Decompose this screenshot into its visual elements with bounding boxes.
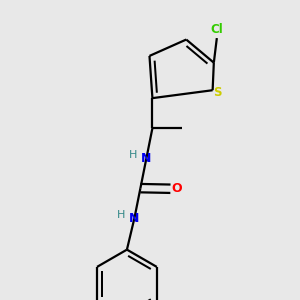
Text: S: S: [213, 86, 221, 99]
Text: H: H: [117, 209, 125, 220]
Text: Cl: Cl: [211, 23, 223, 36]
Text: O: O: [172, 182, 182, 195]
Text: H: H: [129, 149, 137, 160]
Text: N: N: [141, 152, 152, 165]
Text: N: N: [129, 212, 140, 225]
